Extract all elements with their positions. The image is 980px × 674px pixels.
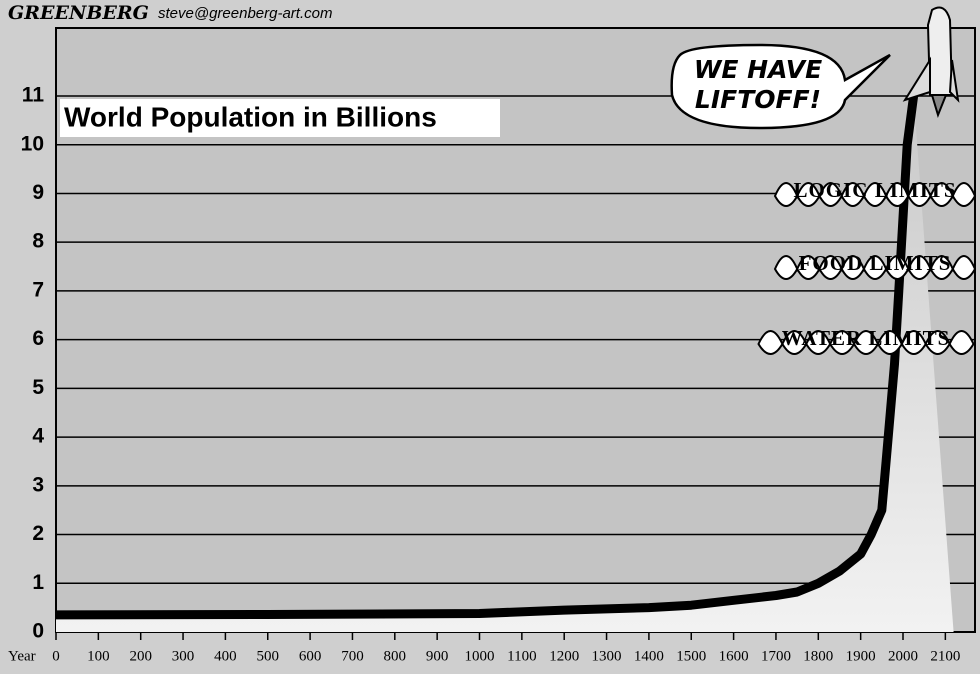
area-under-line bbox=[56, 96, 954, 632]
y-tick-label: 5 bbox=[32, 376, 44, 399]
y-tick-label: 1 bbox=[32, 571, 44, 594]
y-tick-label: 6 bbox=[32, 327, 44, 350]
x-tick-label: 1600 bbox=[719, 648, 749, 664]
y-tick-label: 2 bbox=[32, 522, 44, 545]
x-tick-label: 1000 bbox=[465, 648, 495, 664]
y-tick-label: 9 bbox=[32, 181, 44, 204]
x-tick-label: 2100 bbox=[930, 648, 960, 664]
y-tick-label: 4 bbox=[32, 425, 44, 448]
x-axis-label: Year bbox=[8, 648, 36, 664]
signature: GREENBERG bbox=[8, 2, 149, 24]
speech-line: LIFTOFF! bbox=[695, 85, 821, 114]
x-tick-label: 1200 bbox=[549, 648, 579, 664]
x-tick-label: 300 bbox=[172, 648, 195, 664]
x-tick-label: 1100 bbox=[507, 648, 536, 664]
x-tick-label: 1300 bbox=[592, 648, 622, 664]
cloud-label: WATER LIMITS bbox=[782, 326, 951, 350]
speech-bubble-text: WE HAVE LIFTOFF! bbox=[694, 55, 822, 114]
chart-title: World Population in Billions bbox=[64, 101, 437, 132]
y-tick-label: 8 bbox=[32, 230, 44, 253]
x-tick-label: 1700 bbox=[761, 648, 791, 664]
speech-line: WE HAVE bbox=[694, 55, 822, 84]
y-tick-label: 7 bbox=[32, 278, 44, 301]
x-tick-label: 500 bbox=[257, 648, 280, 664]
x-tick-label: 200 bbox=[129, 648, 152, 664]
y-tick-label: 3 bbox=[32, 473, 44, 496]
x-tick-label: 1400 bbox=[634, 648, 664, 664]
cloud-label: FOOD LIMITS bbox=[799, 251, 952, 275]
x-tick-label: 900 bbox=[426, 648, 449, 664]
x-tick-label: 100 bbox=[87, 648, 110, 664]
x-tick-label: 1900 bbox=[846, 648, 876, 664]
x-tick-label: 2000 bbox=[888, 648, 918, 664]
rocket bbox=[902, 6, 960, 119]
cloud bbox=[757, 330, 975, 355]
y-tick-label: 11 bbox=[22, 84, 45, 107]
clouds: LOGIC LIMITS FOOD LIMITS WATER LIMITS bbox=[757, 178, 977, 355]
grid bbox=[55, 95, 975, 640]
speech-bubble: WE HAVE LIFTOFF! bbox=[670, 43, 891, 130]
x-tick-label: 700 bbox=[341, 648, 364, 664]
x-tick-label: 0 bbox=[52, 648, 60, 664]
x-tick-label: 1500 bbox=[676, 648, 706, 664]
credit: steve@greenberg-art.com bbox=[158, 5, 332, 22]
y-tick-label: 10 bbox=[21, 132, 44, 155]
x-tick-label: 600 bbox=[299, 648, 322, 664]
cloud bbox=[773, 255, 977, 280]
x-tick-label: 800 bbox=[384, 648, 407, 664]
y-tick-label: 0 bbox=[32, 620, 44, 643]
marks bbox=[55, 95, 954, 632]
cloud bbox=[773, 182, 977, 207]
cloud-label: LOGIC LIMITS bbox=[793, 178, 956, 202]
x-tick-label: 1800 bbox=[803, 648, 833, 664]
line bbox=[55, 95, 919, 620]
title-box bbox=[60, 99, 500, 137]
x-tick-label: 400 bbox=[214, 648, 237, 664]
